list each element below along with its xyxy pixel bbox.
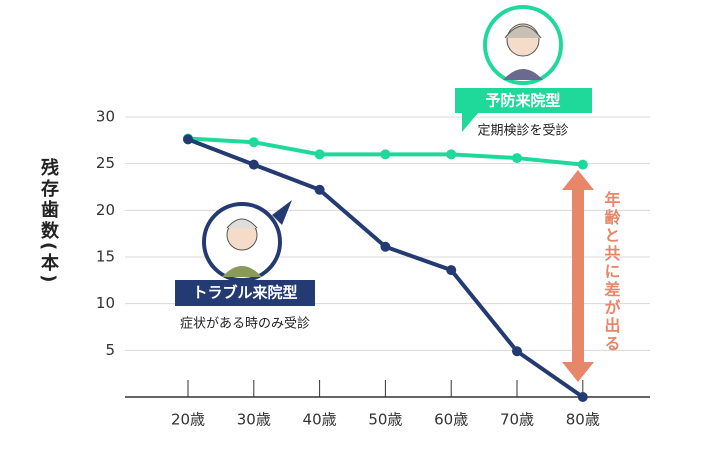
y-tick-label: 5 (105, 341, 115, 359)
difference-arrow (562, 170, 594, 382)
y-tick-label: 30 (96, 108, 115, 126)
data-point (512, 153, 522, 164)
data-point (446, 265, 457, 276)
legend-label: 予防来院型 (485, 92, 560, 110)
x-tick-label: 50歳 (368, 411, 402, 429)
data-point (380, 241, 391, 252)
x-tick-label: 40歳 (303, 411, 337, 429)
series-note: 定期検診を受診 (477, 123, 568, 139)
data-point (248, 137, 259, 148)
legend-pointer (462, 113, 478, 132)
data-point (446, 149, 457, 160)
data-point (512, 346, 522, 357)
data-point (380, 149, 391, 160)
x-tick-label: 30歳 (237, 411, 271, 429)
y-tick-label: 25 (96, 154, 115, 172)
x-tick-label: 60歳 (434, 411, 468, 429)
data-point (314, 149, 325, 160)
data-point (577, 159, 588, 170)
avatar-prevent (483, 5, 563, 85)
avatar-trouble (202, 200, 292, 282)
y-tick-label: 10 (96, 294, 115, 312)
x-tick-label: 20歳 (171, 411, 205, 429)
legend-box (175, 280, 315, 306)
legend-box (455, 88, 592, 113)
data-point (577, 392, 588, 402)
series-note: 症状がある時のみ受診 (180, 316, 310, 332)
x-tick-label: 80歳 (566, 411, 600, 429)
y-tick-label: 20 (96, 201, 115, 219)
y-tick-label: 15 (96, 248, 115, 266)
data-point (314, 184, 325, 195)
data-point (183, 134, 193, 145)
x-tick-label: 70歳 (500, 411, 534, 429)
legend-label: トラブル来院型 (192, 284, 297, 302)
y-axis-label: 残存歯数(本) (38, 157, 59, 286)
annotation: 年齢と共に差が出る (602, 190, 621, 353)
data-point (248, 159, 259, 170)
